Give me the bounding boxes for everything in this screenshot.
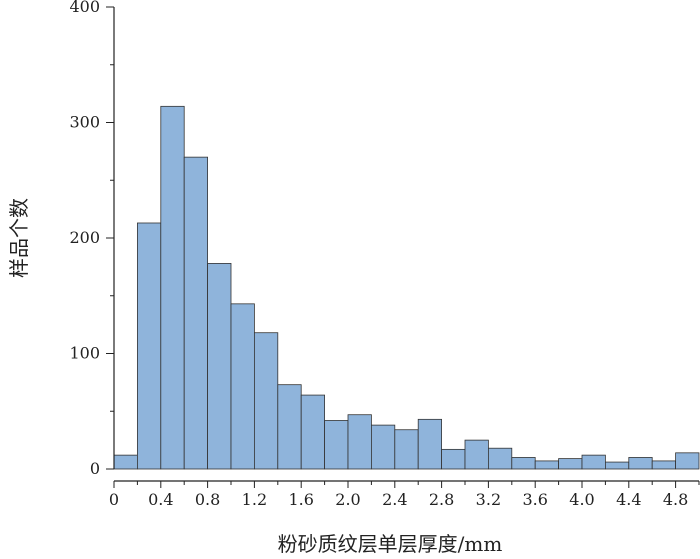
x-axis-title: 粉砂质纹层单层厚度/mm [278, 532, 503, 556]
histogram-bar [136, 222, 162, 470]
x-tick-label: 4.0 [569, 490, 594, 509]
histogram-bar [253, 332, 279, 470]
histogram-bar [487, 447, 513, 470]
y-axis-ticks: 0 100 200 300 400 [69, 0, 114, 478]
y-tick-label: 0 [90, 459, 100, 478]
x-axis-ticks: 0 0.4 0.8 1.2 1.6 2.0 2.4 2.8 3.2 3.6 4.0 4.4 4.8 [109, 481, 700, 509]
y-tick-label: 400 [69, 0, 100, 16]
histogram-bar [347, 414, 372, 470]
x-tick-label: 1.2 [242, 490, 267, 509]
x-tick-label: 0 [109, 490, 119, 509]
x-tick-label: 2.4 [382, 490, 407, 509]
bars-group [113, 105, 700, 470]
histogram-bar [230, 303, 255, 470]
histogram-bar [394, 429, 419, 470]
histogram-bar [651, 460, 677, 470]
histogram-bar [277, 384, 302, 470]
histogram-bar [417, 418, 443, 470]
histogram-bar [441, 448, 466, 470]
x-tick-label: 2.8 [429, 490, 454, 509]
histogram-bar [534, 460, 560, 470]
y-tick-label: 200 [69, 228, 100, 247]
y-tick-label: 100 [69, 344, 100, 363]
histogram-bar [605, 461, 630, 470]
x-tick-label: 1.6 [288, 490, 313, 509]
x-tick-label: 0.8 [195, 490, 220, 509]
histogram-bar [675, 452, 700, 470]
histogram-bar [558, 458, 583, 470]
histogram-bar [207, 263, 232, 470]
x-tick-label: 2.0 [335, 490, 360, 509]
histogram-bar [160, 105, 185, 470]
y-tick-label: 300 [69, 113, 100, 132]
x-tick-label: 4.8 [663, 490, 688, 509]
histogram-bar [464, 439, 489, 470]
histogram-bar [511, 457, 536, 470]
x-tick-label: 3.6 [522, 490, 547, 509]
histogram-bar [628, 457, 653, 470]
histogram-bar [183, 156, 208, 470]
x-tick-label: 3.2 [476, 490, 501, 509]
y-axis-title: 样品个数 [7, 198, 31, 278]
histogram-bar [324, 420, 349, 470]
histogram-bar [300, 394, 326, 470]
histogram-bar [370, 424, 396, 470]
x-tick-label: 0.4 [148, 490, 173, 509]
x-tick-label: 4.4 [616, 490, 641, 509]
histogram-bar [581, 454, 606, 470]
histogram-bar [113, 454, 138, 470]
